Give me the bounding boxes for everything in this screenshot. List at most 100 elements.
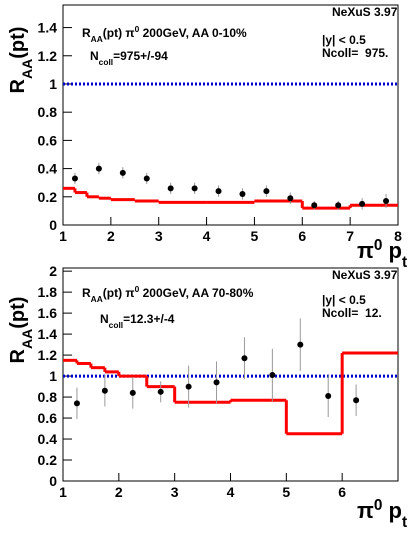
x-tick-label: 4 <box>203 228 211 244</box>
y-tick-label: 1.2 <box>38 48 58 64</box>
data-point <box>239 190 246 197</box>
data-point <box>359 200 366 207</box>
data-point <box>73 400 80 407</box>
text-part: R <box>82 26 91 40</box>
text-part: AA <box>91 34 103 44</box>
text-part: coll <box>109 320 123 330</box>
x-tick-label: 2 <box>107 228 115 244</box>
y-tick-label: 1 <box>49 368 57 384</box>
data-point <box>185 383 192 390</box>
x-tick-label: 6 <box>338 484 346 500</box>
y-tick-label: 0.6 <box>38 132 58 148</box>
data-point <box>129 389 136 396</box>
x-tick-label: 8 <box>394 228 402 244</box>
y-tick-label: 1.4 <box>38 20 58 36</box>
text-part: 0 <box>374 497 383 514</box>
text-part: R <box>7 78 29 93</box>
data-point <box>325 393 332 400</box>
data-point <box>101 387 108 394</box>
annotation: Ncoll=12.3+/-4 <box>100 312 175 330</box>
y-axis-label: RAA(pt) <box>7 27 35 94</box>
text-part: AA <box>19 59 35 79</box>
text-part: Ncoll= 12. <box>322 306 382 320</box>
data-point <box>353 397 360 404</box>
data-point <box>311 202 318 209</box>
text-part: R <box>82 286 91 300</box>
data-point <box>241 355 248 362</box>
y-tick-label: 0.8 <box>38 389 58 405</box>
y-tick-label: 0.8 <box>38 104 58 120</box>
text-part: p <box>382 498 402 523</box>
text-part: =12.3+/-4 <box>123 312 175 326</box>
x-tick-label: 6 <box>298 228 306 244</box>
text-part: NeXuS 3.97 <box>332 5 398 19</box>
y-tick-label: 0.2 <box>38 189 58 205</box>
text-part: 200GeV, AA 0-10% <box>139 26 247 40</box>
x-tick-label: 1 <box>59 228 67 244</box>
text-part: 0 <box>374 237 383 254</box>
data-point <box>297 341 304 348</box>
text-part: NeXuS 3.97 <box>332 268 398 282</box>
text-part: Ncoll= 975. <box>322 46 388 60</box>
text-part: 0 <box>135 284 140 294</box>
y-tick-label: 1.8 <box>38 284 58 300</box>
data-point <box>263 188 270 195</box>
text-part: AA <box>91 294 103 304</box>
data-point <box>191 185 198 192</box>
text-part: R <box>7 348 29 363</box>
y-tick-label: 1.2 <box>38 347 58 363</box>
y-tick-label: 1.6 <box>38 305 58 321</box>
x-tick-label: 4 <box>227 484 235 500</box>
annotation: NeXuS 3.97 <box>332 5 398 19</box>
annotation: RAA(pt) π0 200GeV, AA 0-10% <box>82 24 247 44</box>
data-point <box>383 198 390 205</box>
data-point <box>287 195 294 202</box>
data-point <box>71 175 78 182</box>
data-point <box>167 185 174 192</box>
y-tick-label: 1 <box>49 76 57 92</box>
y-tick-label: 2 <box>49 263 57 279</box>
y-tick-label: 0.4 <box>38 431 58 447</box>
x-tick-label: 7 <box>346 228 354 244</box>
data-point <box>143 175 150 182</box>
text-part: (pt) π <box>103 26 135 40</box>
text-part: N <box>100 312 109 326</box>
text-part: t <box>402 514 407 531</box>
annotation: |y| < 0.5 <box>322 293 366 307</box>
annotation: RAA(pt) π0 200GeV, AA 70-80% <box>82 284 254 304</box>
text-part: |y| < 0.5 <box>322 33 366 47</box>
y-tick-label: 0 <box>49 473 57 489</box>
text-part: (pt) <box>7 297 29 329</box>
text-part: N <box>90 49 99 63</box>
annotation: |y| < 0.5 <box>322 33 366 47</box>
text-part: (pt) π <box>103 286 135 300</box>
y-tick-label: 0 <box>49 217 57 233</box>
x-axis-label: π0 pt <box>357 237 407 271</box>
text-part: AA <box>19 329 35 349</box>
annotation: Ncoll= 975. <box>322 46 388 60</box>
text-part: π <box>357 498 374 523</box>
data-point <box>157 388 164 395</box>
text-part: coll <box>99 57 113 67</box>
y-tick-label: 0.4 <box>38 161 58 177</box>
y-tick-label: 0.2 <box>38 452 58 468</box>
x-tick-label: 5 <box>282 484 290 500</box>
x-tick-label: 2 <box>115 484 123 500</box>
data-point <box>95 165 102 172</box>
annotation: NeXuS 3.97 <box>332 268 398 282</box>
data-point <box>213 379 220 386</box>
x-tick-label: 5 <box>251 228 259 244</box>
data-point <box>119 169 126 176</box>
x-tick-label: 3 <box>171 484 179 500</box>
plot-frame <box>62 4 399 226</box>
text-part: π <box>357 238 374 263</box>
y-axis-label: RAA(pt) <box>7 297 35 364</box>
data-point <box>269 372 276 379</box>
x-tick-label: 1 <box>59 484 67 500</box>
text-part: |y| < 0.5 <box>322 293 366 307</box>
y-tick-label: 1.4 <box>38 326 58 342</box>
text-part: p <box>382 238 402 263</box>
text-part: 0 <box>135 24 140 34</box>
x-axis-label: π0 pt <box>357 497 407 531</box>
